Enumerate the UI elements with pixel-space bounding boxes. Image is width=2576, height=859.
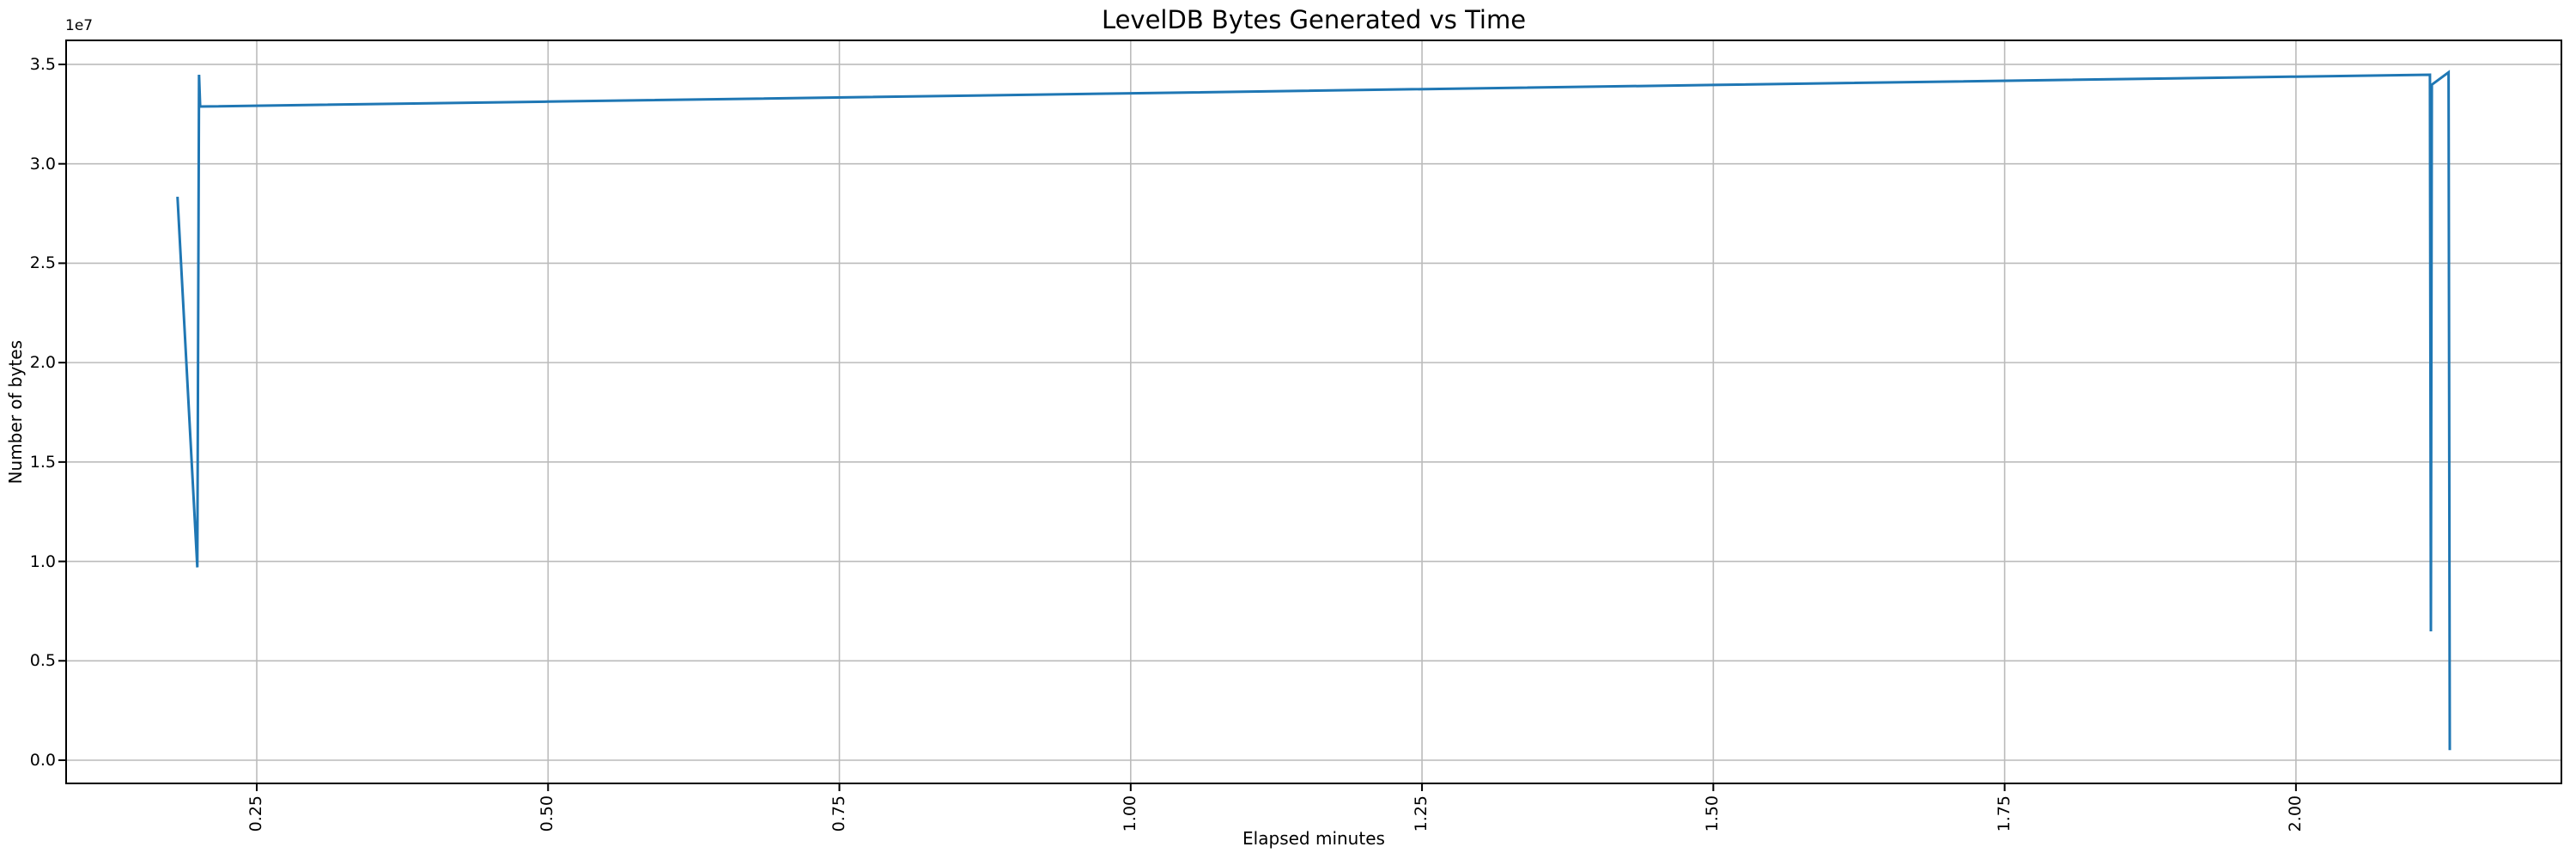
x-tick-label: 0.50: [538, 795, 557, 832]
data-series-line: [176, 70, 2451, 751]
y-tick-label: 3.0: [29, 154, 56, 174]
x-axis-label: Elapsed minutes: [1242, 828, 1385, 849]
y-tick-label: 1.0: [29, 551, 56, 571]
x-tick-label: 0.25: [246, 795, 265, 832]
y-tick-label: 3.5: [29, 54, 56, 74]
y-tick-label: 1.5: [29, 452, 56, 472]
y-tick-label: 2.0: [29, 353, 56, 373]
x-tick-label: 1.50: [1703, 795, 1722, 832]
axes-border: [65, 40, 2562, 784]
x-tick-label: 2.00: [2285, 795, 2305, 832]
x-tick-label: 1.25: [1412, 795, 1431, 832]
y-tick-label: 0.5: [29, 651, 56, 671]
y-axis-offset-text: 1e7: [65, 17, 94, 34]
y-tick-label: 0.0: [29, 751, 56, 770]
chart-title: LevelDB Bytes Generated vs Time: [1101, 5, 1527, 34]
y-tick-label: 2.5: [29, 253, 56, 273]
x-tick-label: 0.75: [829, 795, 848, 832]
x-tick-label: 1.75: [1994, 795, 2014, 832]
x-tick-label: 1.00: [1120, 795, 1139, 832]
